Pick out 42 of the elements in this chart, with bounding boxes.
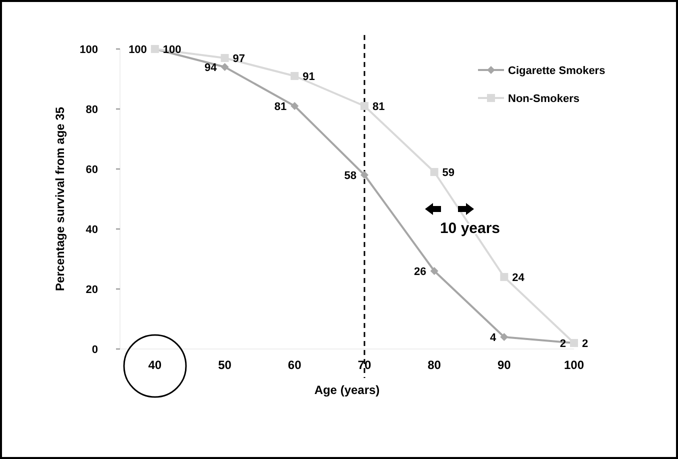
point [430,267,438,275]
data-label: 81 [274,101,287,113]
y-tick-label: 40 [86,224,98,236]
x-tick-label: 60 [288,358,302,372]
y-tick-label: 0 [92,344,98,356]
point [220,63,229,71]
x-tick-label: 90 [497,358,512,372]
data-label: 81 [372,101,385,113]
data-label: 94 [204,62,218,74]
data-label: 58 [344,170,356,182]
x-tick-label: 40 [148,358,162,372]
point [290,72,299,80]
legend-label: Cigarette Smokers [508,65,606,77]
x-tick-label: 80 [428,358,442,372]
legend-label: Non-Smokers [508,93,580,105]
annotation: 10 years [440,220,500,237]
point [290,102,299,110]
y-tick-label: 60 [86,164,98,176]
data-label: 100 [128,44,147,56]
x-axis-title: Age (years) [314,383,380,397]
data-label: 2 [582,338,588,350]
point [500,333,508,341]
x-tick-label: 70 [358,358,372,372]
data-label: 24 [512,272,526,284]
point [360,171,368,179]
data-label: 91 [302,71,315,83]
data-label: 2 [560,338,566,350]
data-label: 26 [414,266,426,278]
point [220,54,229,62]
y-tick-label: 80 [86,104,98,116]
data-label: 100 [162,44,182,56]
x-tick-label: 100 [564,358,584,372]
y-tick-label: 20 [86,284,98,296]
data-label: 4 [490,332,498,344]
point [360,102,368,110]
x-tick-label: 50 [218,358,232,372]
data-label: 97 [232,53,246,65]
y-tick-label: 100 [80,44,98,56]
point [500,273,508,281]
point [430,168,438,176]
data-label: 59 [442,167,455,179]
y-axis-title: Percentage survival from age 35 [53,106,67,292]
